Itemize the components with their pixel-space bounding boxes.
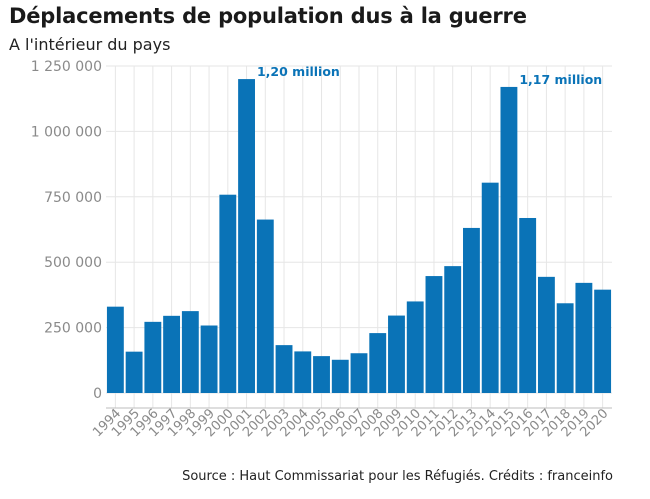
y-tick-label: 250 000 (44, 321, 102, 337)
bar-2003 (275, 345, 293, 393)
bar-2005 (313, 356, 330, 393)
bar-2007 (350, 353, 368, 393)
bar-2012 (444, 266, 462, 393)
source-credit: Source : Haut Commissariat pour les Réfu… (182, 469, 613, 484)
y-tick-label: 750 000 (44, 190, 102, 206)
bar-2006 (331, 359, 349, 393)
bar-2008 (369, 333, 387, 393)
bar-2016 (519, 217, 537, 393)
data-label-2001: 1,20 million (257, 64, 340, 79)
bar-2009 (388, 315, 405, 393)
bar-2017 (537, 276, 555, 393)
bar-2002 (256, 219, 274, 393)
bar-2010 (406, 301, 424, 393)
chart-title: Déplacements de population dus à la guer… (9, 4, 527, 28)
bar-2001 (238, 79, 255, 393)
bar-2014 (481, 182, 499, 393)
bar-2013 (463, 227, 480, 393)
bar-2011 (425, 276, 443, 393)
bar-1996 (144, 321, 162, 393)
bar-2018 (556, 303, 574, 393)
y-tick-label: 1 000 000 (31, 124, 102, 140)
bar-1999 (200, 325, 218, 393)
chart-subtitle: A l'intérieur du pays (9, 35, 171, 54)
bar-1997 (163, 315, 181, 393)
bar-1994 (106, 306, 124, 393)
bar-2019 (575, 282, 593, 393)
bar-2015 (500, 86, 518, 393)
bar-2020 (594, 289, 612, 393)
bar-2004 (294, 351, 312, 393)
y-tick-label: 1 250 000 (31, 59, 102, 75)
data-label-2015: 1,17 million (519, 72, 602, 87)
y-tick-label: 0 (93, 386, 102, 402)
bar-1995 (125, 351, 143, 393)
y-tick-label: 500 000 (44, 255, 102, 271)
bar-2000 (219, 194, 237, 393)
bar-1998 (181, 311, 199, 393)
